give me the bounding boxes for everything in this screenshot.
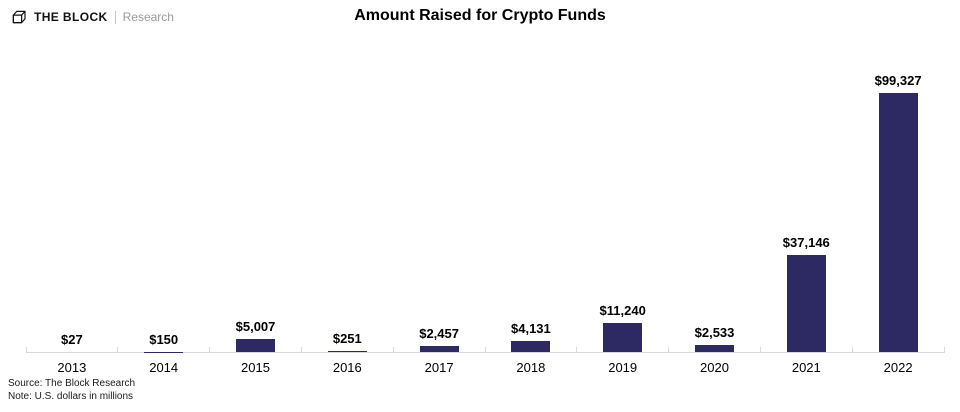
units-note: Note: U.S. dollars in millions xyxy=(8,391,134,402)
x-axis-tick xyxy=(759,347,761,353)
source-note: Source: The Block Research xyxy=(8,378,136,389)
x-axis-tick-label: 2019 xyxy=(608,360,638,375)
bar xyxy=(511,341,551,352)
x-axis-tick xyxy=(484,347,486,353)
bar xyxy=(236,338,275,352)
x-axis-tick xyxy=(25,347,27,353)
brand-suffix: Research xyxy=(122,10,174,24)
the-block-logo: THE BLOCK Research xyxy=(10,7,174,27)
x-axis-tick-label: 2014 xyxy=(149,360,179,375)
bar xyxy=(327,351,367,352)
x-axis-tick-label: 2016 xyxy=(332,360,362,375)
x-axis-tick-label: 2021 xyxy=(791,360,821,375)
x-axis-tick-label: 2017 xyxy=(424,360,454,375)
brand-divider xyxy=(114,10,116,24)
x-axis-tick-label: 2022 xyxy=(883,360,913,375)
bar xyxy=(695,345,734,352)
x-axis-tick xyxy=(668,347,670,353)
bar-value-label: $99,327 xyxy=(874,72,922,88)
x-axis-tick-label: 2015 xyxy=(241,360,270,375)
bar-value-label: $11,240 xyxy=(599,302,646,318)
x-axis-tick-label: 2020 xyxy=(700,360,729,375)
bar xyxy=(786,255,826,352)
chart-title: Amount Raised for Crypto Funds xyxy=(354,7,606,24)
bar-value-label: $2,533 xyxy=(694,325,735,341)
x-axis-tick xyxy=(851,347,853,353)
x-axis-tick xyxy=(209,347,211,353)
x-axis-tick xyxy=(392,347,394,353)
bar-chart-plot: $27 2013 $150 2014 $5,007 2015 $251 2016 $2,457 2… xyxy=(25,73,945,375)
block-cube-icon xyxy=(12,10,26,24)
bar-value-label: $2,457 xyxy=(419,325,459,341)
bar xyxy=(419,345,459,352)
bar-value-label: $4,131 xyxy=(511,321,551,337)
bar-value-label: $251 xyxy=(332,331,362,347)
x-axis-tick xyxy=(943,347,945,353)
x-axis-tick xyxy=(300,347,302,353)
x-axis-tick xyxy=(576,347,578,353)
bar xyxy=(878,92,918,352)
x-axis-tick xyxy=(117,347,119,353)
bar-value-label: $37,146 xyxy=(782,235,830,251)
bar-value-label: $150 xyxy=(149,331,179,347)
x-axis-tick-label: 2013 xyxy=(57,360,87,375)
chart-footnotes: Source: The Block Research Note: U.S. do… xyxy=(8,377,135,403)
bar-value-label: $5,007 xyxy=(235,318,276,334)
bar-value-label: $27 xyxy=(61,331,83,347)
x-axis-tick-label: 2018 xyxy=(516,360,546,375)
bar xyxy=(603,322,643,352)
brand-name: THE BLOCK xyxy=(34,10,108,24)
